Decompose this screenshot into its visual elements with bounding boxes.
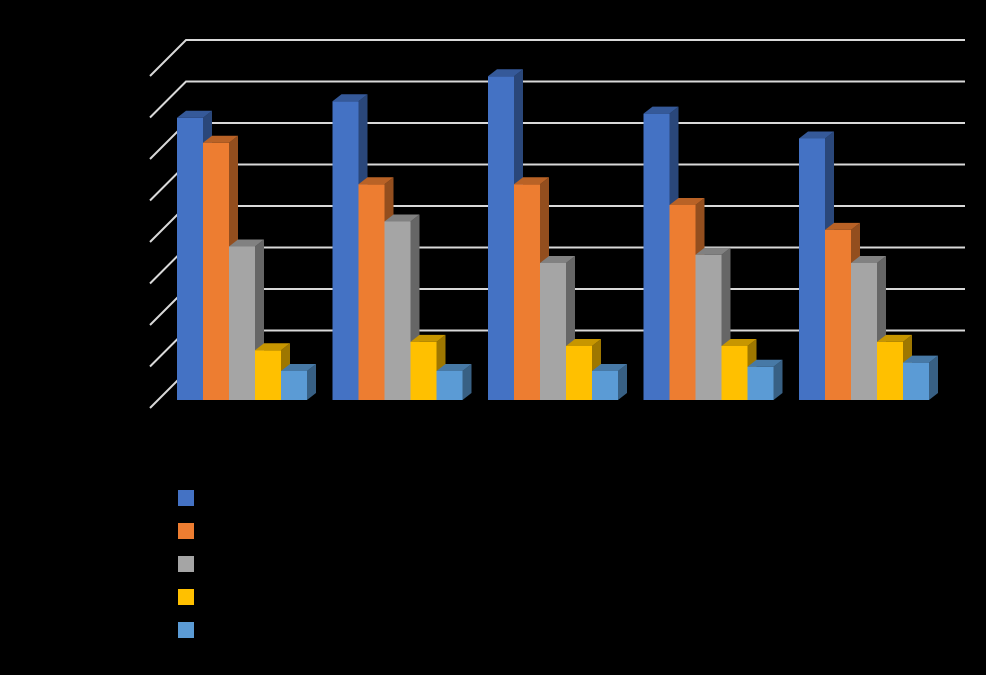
- bar-front: [514, 184, 540, 400]
- bar-top: [669, 197, 705, 205]
- bar-front: [384, 221, 411, 400]
- bar-front: [566, 346, 592, 400]
- bar-front: [643, 113, 670, 401]
- bar-series-5-cat-3: [592, 363, 627, 400]
- bar-side: [618, 363, 627, 400]
- bar-top: [358, 177, 394, 185]
- bar-front: [877, 341, 903, 400]
- bar-series-5-cat-2: [436, 363, 472, 400]
- bar-side: [462, 363, 472, 400]
- bar-series-5-cat-5: [903, 355, 938, 400]
- legend-item-series-5: [178, 613, 204, 646]
- bar-top: [825, 222, 860, 230]
- bar-top: [255, 343, 290, 351]
- bar-top: [903, 355, 938, 363]
- legend-item-series-2: [178, 514, 204, 547]
- bar-front: [799, 138, 825, 401]
- gridline: [149, 80, 965, 119]
- bar-front: [540, 263, 566, 400]
- gridline: [149, 163, 965, 202]
- bar-front: [592, 370, 618, 400]
- bars: [177, 69, 938, 401]
- bar-series-5-cat-1: [281, 363, 316, 400]
- bar-top: [488, 69, 523, 77]
- bar-top: [281, 363, 316, 371]
- bar-top: [643, 106, 679, 114]
- bar-front: [747, 366, 774, 400]
- bar-top: [851, 256, 886, 264]
- gridline: [149, 122, 965, 160]
- bar-front: [851, 263, 877, 400]
- legend-swatch-series-5: [178, 621, 194, 638]
- bar-front: [281, 370, 307, 400]
- bar-top: [592, 363, 627, 371]
- bar-top: [540, 256, 575, 264]
- bar-side: [929, 355, 938, 400]
- bar-top: [384, 214, 420, 222]
- bar-front: [410, 341, 437, 400]
- bar-top: [332, 94, 368, 102]
- legend-item-series-3: [178, 547, 204, 580]
- bar-series-5-cat-4: [747, 359, 783, 400]
- bar-side: [307, 363, 316, 400]
- bar-front: [229, 246, 255, 400]
- bar-top: [695, 247, 731, 255]
- legend-swatch-series-3: [178, 555, 194, 572]
- bar-front: [669, 204, 696, 400]
- bar-front: [255, 350, 281, 400]
- bar-front: [721, 346, 748, 400]
- bar-front: [177, 117, 203, 401]
- bar-top: [721, 339, 757, 347]
- bar-front: [695, 254, 722, 400]
- legend-swatch-series-2: [178, 522, 194, 539]
- legend-item-series-4: [178, 580, 204, 613]
- bar-top: [514, 177, 549, 185]
- bar-top: [799, 131, 834, 139]
- bar-front: [436, 370, 463, 400]
- bar-top: [177, 110, 212, 118]
- bar-side: [773, 359, 783, 400]
- bar-top: [747, 359, 783, 367]
- bar-top: [436, 363, 472, 371]
- legend-item-series-1: [178, 481, 204, 514]
- bar-top: [566, 339, 601, 347]
- bar-top: [229, 239, 264, 247]
- legend-swatch-series-4: [178, 588, 194, 605]
- bar-front: [332, 101, 359, 400]
- legend: [178, 481, 204, 646]
- bar-front: [358, 184, 385, 400]
- bar-top: [877, 334, 912, 342]
- bar-front: [203, 142, 229, 400]
- bar-front: [903, 362, 929, 400]
- legend-swatch-series-1: [178, 489, 194, 506]
- bar-front: [825, 229, 851, 400]
- bar-top: [203, 135, 238, 143]
- gridline: [149, 39, 965, 77]
- bar-top: [410, 334, 446, 342]
- bar-front: [488, 76, 514, 401]
